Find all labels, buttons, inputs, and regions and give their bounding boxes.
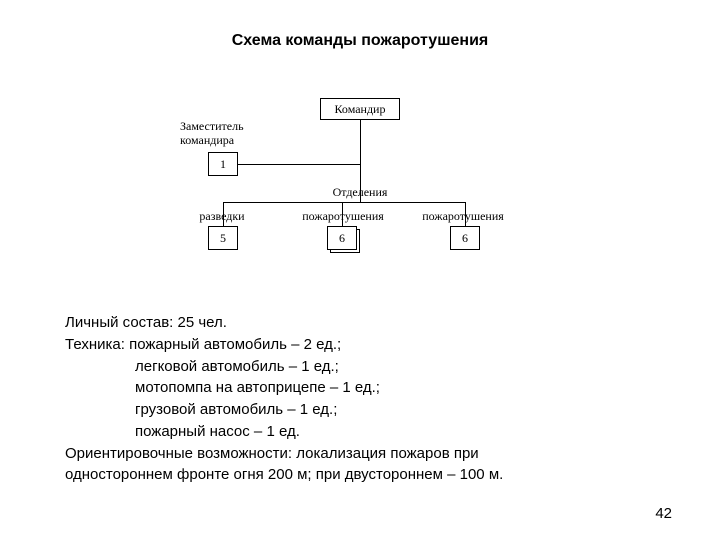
- deputy-label-line2: командира: [180, 133, 234, 147]
- body-line-3: легковой автомобиль – 1 ед.;: [65, 356, 655, 378]
- connector-line: [238, 164, 360, 165]
- commander-box: Командир: [320, 98, 400, 120]
- body-line-5: грузовой автомобиль – 1 ед.;: [65, 399, 655, 421]
- body-line-4: мотопомпа на автоприцепе – 1 ед.;: [65, 377, 655, 399]
- page-title: Схема команды пожаротушения: [0, 32, 720, 50]
- section-box-razvedki: 5: [208, 226, 238, 250]
- body-line-8: одностороннем фронте огня 200 м; при дву…: [65, 464, 655, 486]
- section-label-pozh2: пожаротушения: [408, 210, 518, 224]
- body-line-7: Ориентировочные возможности: локализация…: [65, 443, 655, 465]
- sections-label: Отделения: [320, 186, 400, 200]
- section-box-pozh1: 6: [327, 226, 357, 250]
- body-line-6: пожарный насос – 1 ед.: [65, 421, 655, 443]
- connector-line: [223, 202, 465, 203]
- section-label-pozh1: пожаротушения: [288, 210, 398, 224]
- section-box-pozh2: 6: [450, 226, 480, 250]
- deputy-label-line1: Заместитель: [180, 119, 244, 133]
- section-label-razvedki: разведки: [186, 210, 258, 224]
- body-line-2: Техника: пожарный автомобиль – 2 ед.;: [65, 334, 655, 356]
- org-diagram: Командир Заместитель командира 1 Отделен…: [180, 98, 540, 288]
- body-text: Личный состав: 25 чел. Техника: пожарный…: [65, 312, 655, 486]
- body-line-1: Личный состав: 25 чел.: [65, 312, 655, 334]
- page-number: 42: [655, 505, 672, 522]
- page: Схема команды пожаротушения Командир Зам…: [0, 0, 720, 540]
- deputy-label: Заместитель командира: [180, 120, 260, 148]
- deputy-box: 1: [208, 152, 238, 176]
